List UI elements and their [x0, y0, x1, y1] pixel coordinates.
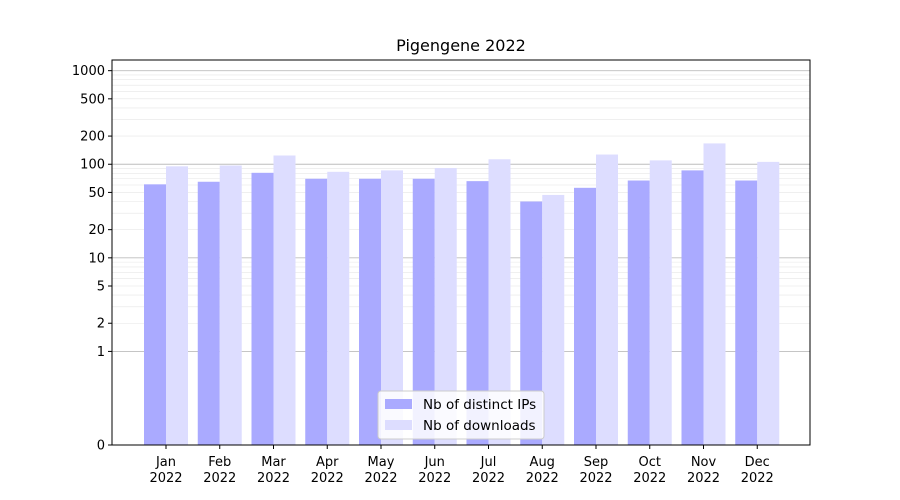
bar-distinct-ips: [466, 181, 489, 445]
bar-distinct-ips: [627, 180, 650, 446]
chart-title: Pigengene 2022: [396, 36, 526, 55]
y-tick-label: 10: [88, 251, 105, 266]
x-tick-year: 2022: [311, 471, 344, 486]
bar-downloads: [273, 155, 296, 445]
x-tick-year: 2022: [418, 471, 451, 486]
x-tick-year: 2022: [257, 471, 290, 486]
x-tick-month: Feb: [208, 455, 231, 470]
bar-downloads: [596, 154, 618, 445]
x-tick-year: 2022: [149, 471, 182, 486]
bar-downloads: [219, 165, 242, 446]
legend-swatch: [385, 399, 412, 409]
x-tick-year: 2022: [472, 471, 505, 486]
x-tick-month: Sep: [584, 455, 609, 470]
bar-downloads: [327, 171, 350, 445]
legend: Nb of distinct IPs Nb of downloads: [377, 390, 545, 440]
x-axis: Jan2022Feb2022Mar2022Apr2022May2022Jun20…: [149, 445, 774, 486]
bar-distinct-ips: [681, 170, 704, 445]
bar-distinct-ips: [144, 184, 166, 445]
y-tick-label: 0: [97, 439, 105, 454]
y-tick-label: 50: [88, 186, 105, 201]
bar-downloads: [542, 194, 565, 445]
bar-distinct-ips: [197, 181, 220, 446]
x-tick-month: Apr: [316, 455, 339, 470]
x-tick-month: Nov: [691, 455, 717, 470]
y-tick-label: 1000: [72, 64, 105, 79]
y-tick-label: 5: [97, 280, 105, 295]
bar-downloads: [757, 161, 780, 445]
x-tick-month: Aug: [530, 455, 555, 470]
bar-distinct-ips: [251, 172, 274, 445]
bar-distinct-ips: [412, 178, 435, 446]
x-tick-year: 2022: [203, 471, 236, 486]
bar-distinct-ips: [359, 178, 381, 446]
x-tick-month: Jun: [424, 455, 445, 470]
x-tick-month: Dec: [745, 455, 770, 470]
x-tick-year: 2022: [364, 471, 397, 486]
bar-distinct-ips: [735, 180, 758, 446]
bar-downloads: [488, 159, 511, 446]
y-tick-label: 500: [80, 92, 105, 107]
bar-distinct-ips: [574, 187, 596, 445]
x-tick-month: May: [368, 455, 395, 470]
x-tick-year: 2022: [741, 471, 774, 486]
y-tick-label: 100: [80, 158, 105, 173]
bars: [144, 143, 780, 446]
x-tick-year: 2022: [633, 471, 666, 486]
legend-label: Nb of downloads: [423, 418, 536, 434]
x-tick-month: Jan: [155, 455, 176, 470]
bar-downloads: [381, 170, 403, 445]
legend-box: [377, 390, 545, 440]
y-tick-label: 20: [88, 223, 105, 238]
y-tick-label: 2: [97, 317, 105, 332]
plot-frame: [111, 59, 811, 446]
bar-distinct-ips: [305, 178, 328, 446]
y-tick-label: 200: [80, 130, 105, 145]
y-axis: 0 1 2 5 10 20 50 100 200 500 1000: [72, 64, 112, 454]
legend-label: Nb of distinct IPs: [423, 397, 536, 413]
x-tick-year: 2022: [579, 471, 612, 486]
x-tick-month: Oct: [639, 455, 661, 470]
bar-distinct-ips: [520, 201, 543, 445]
bar-downloads: [649, 160, 672, 445]
legend-swatch: [385, 420, 412, 430]
x-tick-month: Jul: [480, 455, 497, 470]
bar-downloads: [166, 166, 188, 445]
bar-downloads: [434, 168, 457, 445]
x-tick-year: 2022: [687, 471, 720, 486]
x-tick-year: 2022: [526, 471, 559, 486]
x-tick-month: Mar: [261, 455, 286, 470]
y-tick-label: 1: [97, 345, 105, 360]
bar-downloads: [703, 143, 726, 446]
